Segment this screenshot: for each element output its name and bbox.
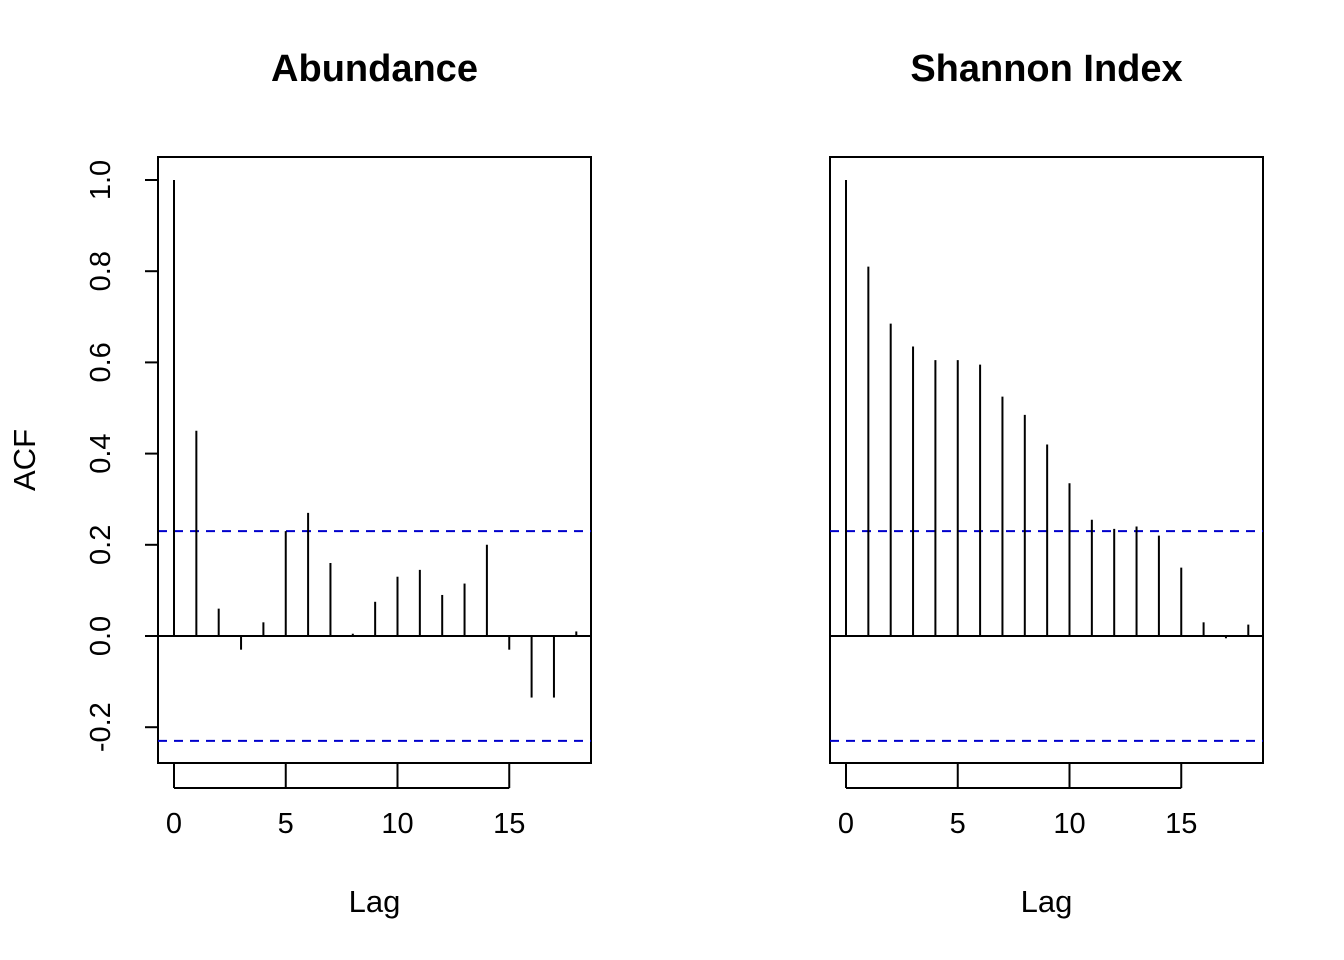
y-axis-title: ACF <box>7 429 42 491</box>
plot-frame <box>157 156 592 764</box>
y-tick-label: -0.2 <box>85 702 117 752</box>
y-tick-label: 0.4 <box>85 433 117 473</box>
x-tick-label: 0 <box>838 808 854 840</box>
plot-frame <box>829 156 1264 764</box>
x-tick-label: 15 <box>493 808 525 840</box>
y-tick-label: 0.6 <box>85 342 117 382</box>
x-tick-label: 5 <box>950 808 966 840</box>
x-axis-title: Lag <box>1021 884 1073 919</box>
y-tick-label: 1.0 <box>85 160 117 200</box>
x-tick-label: 0 <box>166 808 182 840</box>
x-tick-label: 10 <box>381 808 413 840</box>
chart-title: Shannon Index <box>910 48 1182 90</box>
y-tick-label: 0.8 <box>85 251 117 291</box>
chart-title: Abundance <box>271 48 478 90</box>
shannon-index-acf-panel: Shannon Index 0 5 10 15 Lag <box>829 48 1264 919</box>
x-tick-label: 15 <box>1165 808 1197 840</box>
abundance-acf-panel: Abundance 0 5 10 15 Lag -0.2 0.0 0.2 0.4 0.6 0.8 1.0… <box>7 48 592 919</box>
x-tick-label: 5 <box>278 808 294 840</box>
x-tick-label: 10 <box>1053 808 1085 840</box>
x-axis-title: Lag <box>349 884 401 919</box>
y-tick-label: 0.0 <box>85 616 117 656</box>
y-tick-label: 0.2 <box>85 525 117 565</box>
